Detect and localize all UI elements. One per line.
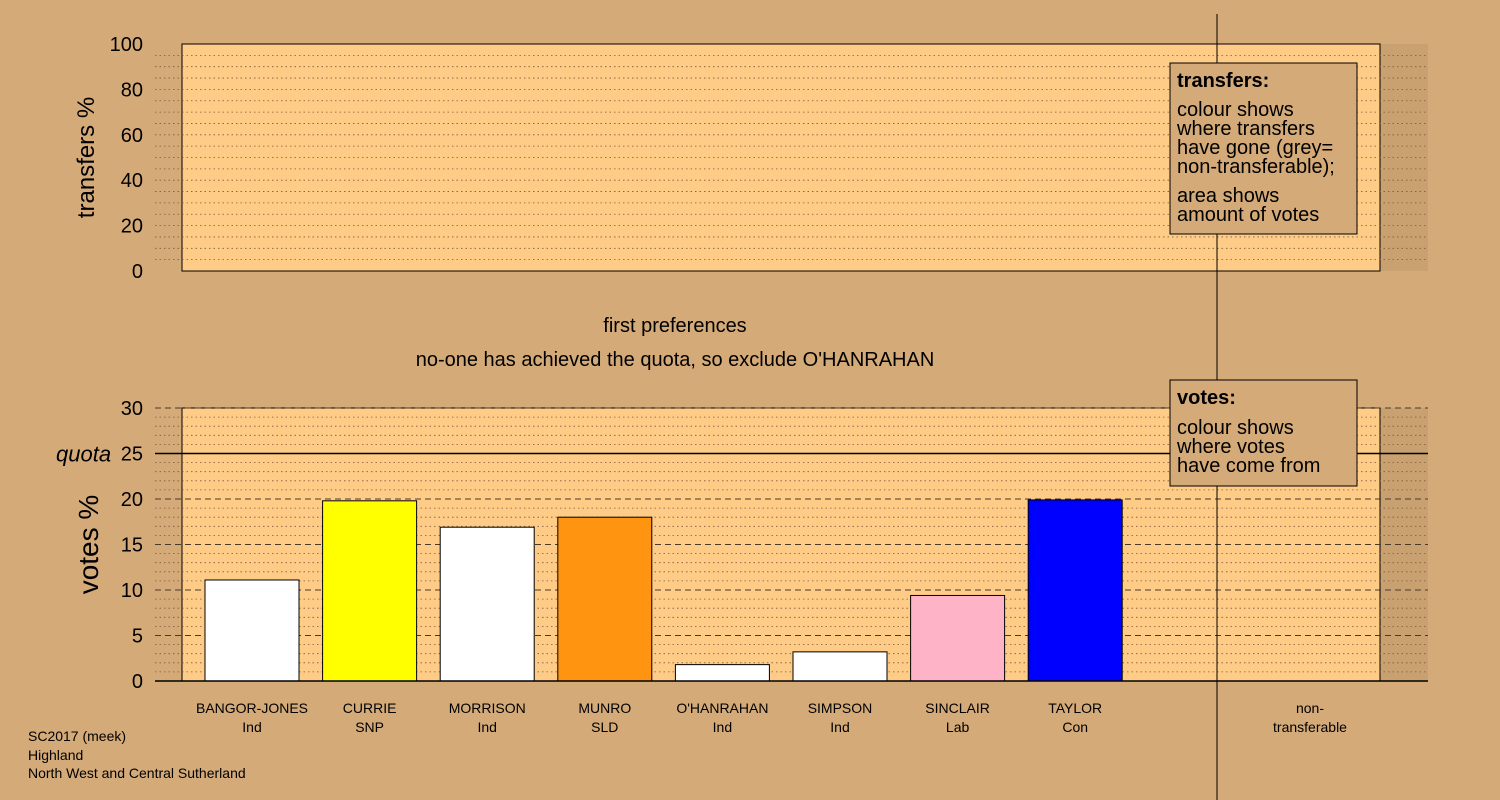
bar-munro <box>557 516 653 682</box>
bar-ohanrahan <box>674 664 770 682</box>
votes-legend-text: have come from <box>1177 455 1320 477</box>
transfers-legend-text: have gone (grey= <box>1177 137 1333 159</box>
transfers-y-tick: 20 <box>121 216 143 238</box>
votes-legend-text: where votes <box>1176 436 1285 458</box>
candidate-party: Ind <box>477 719 496 735</box>
transfers-legend-text: where transfers <box>1176 118 1315 140</box>
bar-sinclair <box>910 594 1006 682</box>
votes-legend-text: colour shows <box>1177 417 1294 439</box>
stage-title: first preferences <box>603 315 746 337</box>
stage-subtitle: no-one has achieved the quota, so exclud… <box>416 349 935 371</box>
transfers-legend-title: transfers: <box>1177 70 1269 92</box>
candidate-party: Ind <box>713 719 732 735</box>
candidate-name: CURRIE <box>343 700 397 716</box>
bar-currie <box>322 500 418 682</box>
transfers-y-tick: 100 <box>110 34 143 56</box>
candidate-name: BANGOR-JONES <box>196 700 308 716</box>
transfers-y-tick: 40 <box>121 170 143 192</box>
candidate-name: MORRISON <box>449 700 526 716</box>
transfers-y-tick: 80 <box>121 79 143 101</box>
candidate-name: SIMPSON <box>808 700 873 716</box>
candidate-party: Ind <box>830 719 849 735</box>
transfers-legend-text: amount of votes <box>1177 204 1319 226</box>
candidate-name: SINCLAIR <box>925 700 990 716</box>
bar-taylor <box>1027 499 1123 682</box>
bar-simpson <box>792 651 888 682</box>
candidate-name: TAYLOR <box>1048 700 1102 716</box>
quota-label: quota <box>56 442 111 467</box>
candidate-name: O'HANRAHAN <box>676 700 768 716</box>
election-name: SC2017 (meek) <box>28 728 127 744</box>
votes-y-tick: 20 <box>121 489 143 511</box>
candidate-party: Con <box>1062 719 1088 735</box>
transfers-y-tick: 60 <box>121 125 143 147</box>
bar-bangorjones <box>204 579 300 682</box>
votes-y-tick: 10 <box>121 580 143 602</box>
candidate-party: Ind <box>242 719 261 735</box>
votes-y-tick: 15 <box>121 535 143 557</box>
votes-legend-box <box>1169 379 1358 487</box>
votes-legend-title: votes: <box>1177 387 1236 409</box>
transfers-y-tick: 0 <box>132 261 143 283</box>
nontransferable-label-line1: non- <box>1296 700 1324 716</box>
ward-name: North West and Central Sutherland <box>28 765 246 781</box>
candidate-party: Lab <box>946 719 970 735</box>
votes-y-tick: 30 <box>121 398 143 420</box>
votes-y-tick: 25 <box>121 444 143 466</box>
votes-y-tick: 0 <box>132 671 143 693</box>
transfers-legend-box <box>1169 62 1358 235</box>
candidate-party: SNP <box>355 719 384 735</box>
candidate-party: SLD <box>591 719 618 735</box>
candidate-name: MUNRO <box>578 700 631 716</box>
bar-morrison <box>439 526 535 682</box>
council-name: Highland <box>28 746 84 763</box>
votes-y-tick: 5 <box>132 626 143 648</box>
nontransferable-label-line2: transferable <box>1273 719 1347 735</box>
transfers-legend-text: area shows <box>1177 185 1279 207</box>
transfers-legend-text: colour shows <box>1177 99 1294 121</box>
transfers-y-label: transfers % <box>73 97 100 218</box>
transfers-legend-text: non-transferable); <box>1177 156 1335 178</box>
election-info: SC2017 (meek) Highland North West and Ce… <box>28 727 246 783</box>
votes-y-label: votes % <box>73 495 104 595</box>
